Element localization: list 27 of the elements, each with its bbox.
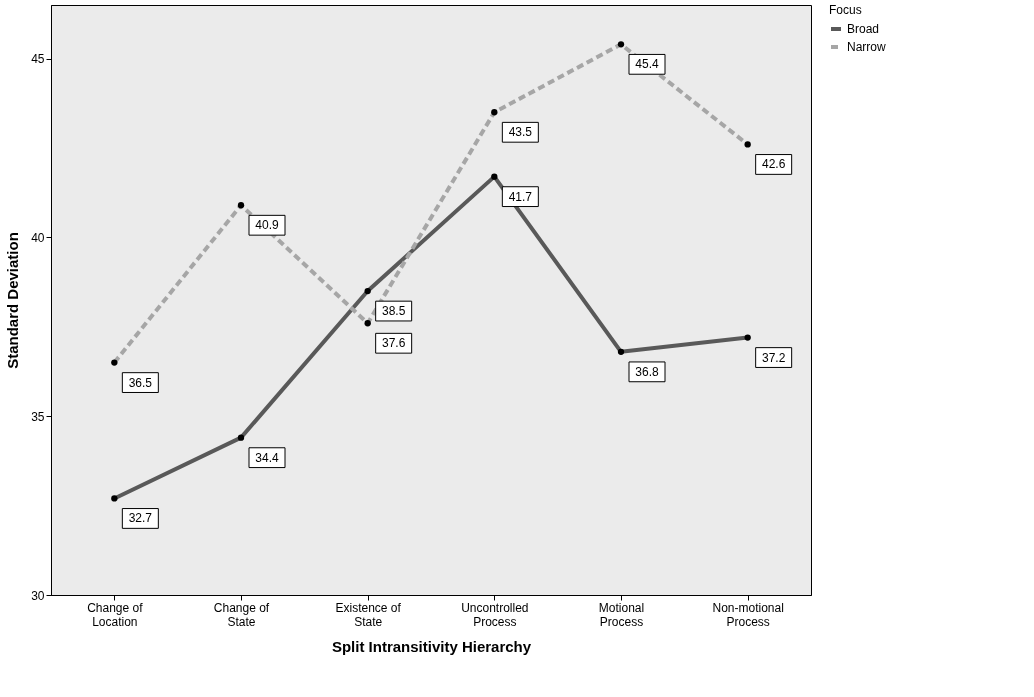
data-label: 32.7 bbox=[128, 511, 153, 526]
x-tick-label: Uncontrolled Process bbox=[461, 600, 529, 629]
data-label: 45.4 bbox=[635, 57, 659, 72]
y-tick-label: 45 bbox=[31, 52, 45, 67]
x-tick-label: Existence of State bbox=[335, 600, 402, 629]
y-tick-label: 40 bbox=[31, 230, 45, 245]
data-label: 37.2 bbox=[761, 350, 786, 365]
legend-title: Focus bbox=[829, 3, 862, 17]
y-tick-label: 35 bbox=[31, 409, 45, 424]
x-tick-label: Change of Location bbox=[87, 600, 144, 629]
data-label: 36.5 bbox=[128, 375, 153, 390]
x-tick-label: Change of State bbox=[213, 600, 270, 629]
x-axis-title: Split Intransitivity Hierarchy bbox=[331, 637, 532, 655]
legend-label: Broad bbox=[847, 22, 880, 36]
y-axis-title: Standard Deviation bbox=[4, 232, 22, 369]
x-tick-label: Non-motional Process bbox=[712, 600, 784, 629]
y-tick-label: 30 bbox=[31, 588, 45, 603]
data-label: 43.5 bbox=[508, 125, 533, 140]
data-label: 42.6 bbox=[761, 157, 786, 172]
data-label: 36.8 bbox=[635, 364, 659, 379]
data-label: 37.6 bbox=[381, 336, 406, 351]
legend-label: Narrow bbox=[847, 40, 887, 54]
data-label: 38.5 bbox=[381, 304, 406, 319]
data-label: 41.7 bbox=[508, 189, 533, 204]
data-label: 34.4 bbox=[255, 450, 279, 465]
data-label: 40.9 bbox=[255, 218, 279, 233]
x-tick-label: Motional Process bbox=[598, 600, 645, 629]
